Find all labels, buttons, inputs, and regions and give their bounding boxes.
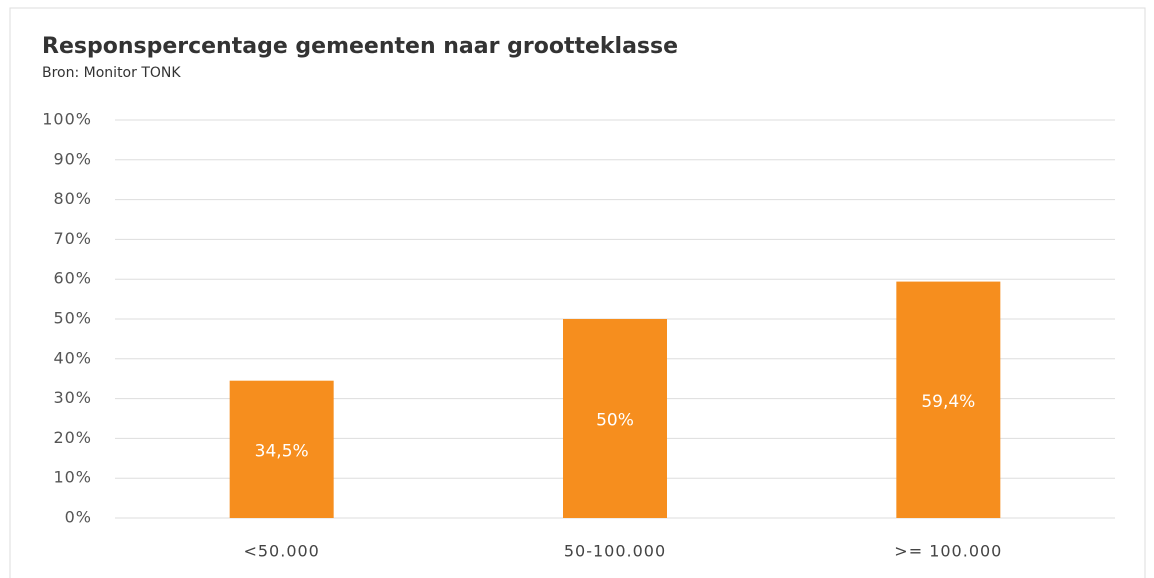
y-tick-label: 0% [65, 508, 92, 527]
x-tick-label: >= 100.000 [894, 542, 1002, 561]
y-tick-label: 80% [53, 189, 92, 208]
bar [563, 319, 667, 518]
x-tick-label: <50.000 [243, 542, 319, 561]
bar [896, 281, 1001, 518]
y-tick-label: 90% [53, 149, 92, 168]
y-tick-label: 30% [53, 388, 92, 407]
x-tick-label: 50-100.000 [564, 542, 666, 561]
y-tick-label: 40% [53, 348, 92, 367]
y-tick-label: 20% [53, 428, 92, 447]
y-tick-label: 60% [53, 269, 92, 288]
y-tick-label: 10% [53, 468, 92, 487]
chart-subtitle: Bron: Monitor TONK [42, 65, 181, 81]
y-tick-label: 100% [42, 110, 92, 129]
bar [229, 380, 334, 518]
value-label: 59,4% [921, 392, 975, 412]
y-tick-label: 70% [53, 229, 92, 248]
value-label: 34,5% [255, 441, 309, 461]
value-label: 50% [596, 411, 634, 431]
y-tick-label: 50% [53, 309, 92, 328]
chart-title: Responspercentage gemeenten naar grootte… [42, 34, 678, 59]
